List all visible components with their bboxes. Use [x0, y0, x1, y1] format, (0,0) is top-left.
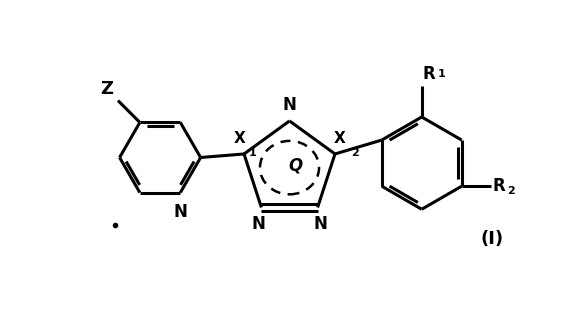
- Text: Z: Z: [101, 80, 113, 98]
- Text: Q: Q: [288, 157, 302, 175]
- Text: N: N: [313, 215, 327, 233]
- Text: X: X: [334, 131, 345, 146]
- Text: R: R: [423, 65, 435, 83]
- Text: X: X: [234, 131, 245, 146]
- Text: 1: 1: [248, 148, 256, 158]
- Text: 2: 2: [351, 148, 358, 158]
- Text: (I): (I): [481, 230, 504, 248]
- Text: N: N: [283, 96, 296, 114]
- Text: 1: 1: [438, 69, 445, 79]
- Text: N: N: [252, 215, 266, 233]
- Text: N: N: [174, 203, 187, 221]
- Text: 2: 2: [507, 186, 514, 196]
- Text: R: R: [492, 177, 505, 195]
